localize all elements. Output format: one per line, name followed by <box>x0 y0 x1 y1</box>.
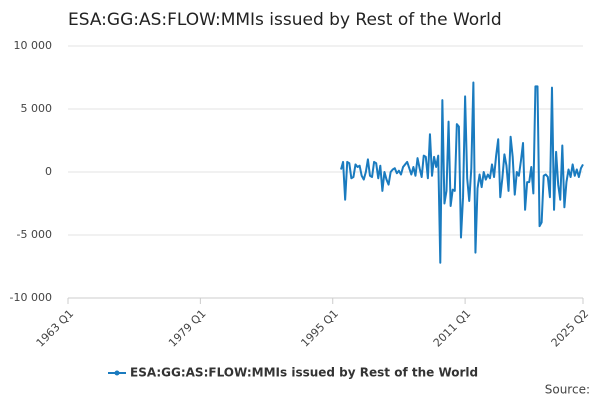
source: Source: <box>545 383 590 397</box>
x-tick-label: 1995 Q1 <box>298 307 341 350</box>
data-line <box>340 81 584 264</box>
y-tick-label: -5 000 <box>17 228 52 241</box>
chart-title: ESA:GG:AS:FLOW:MMIs issued by Rest of th… <box>68 10 502 30</box>
y-tick-label: 0 <box>45 165 52 178</box>
y-tick-label: 5 000 <box>21 102 53 115</box>
legend-marker <box>114 370 120 376</box>
x-tick-label: 1979 Q1 <box>166 307 209 350</box>
y-tick-label: -10 000 <box>10 291 52 304</box>
x-tick-label: 2011 Q1 <box>431 307 474 350</box>
x-tick-label: 2025 Q2 <box>549 307 592 350</box>
y-tick-label: 10 000 <box>14 39 53 52</box>
x-tick-label: 1963 Q1 <box>34 307 77 350</box>
legend-label: ESA:GG:AS:FLOW:MMIs issued by Rest of th… <box>130 366 478 380</box>
